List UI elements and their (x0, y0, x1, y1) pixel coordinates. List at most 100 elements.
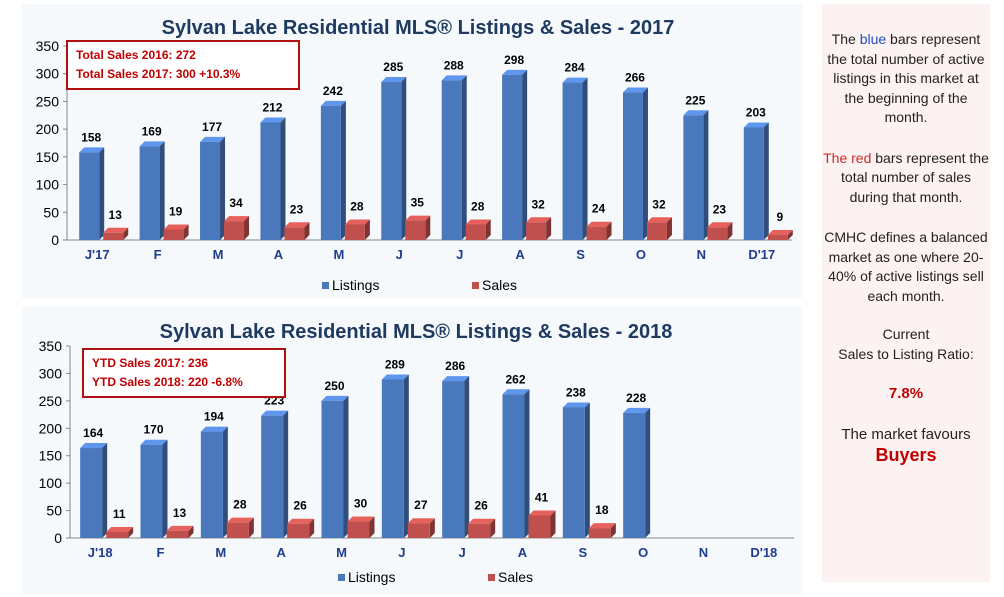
legend-label-sales: Sales (498, 569, 533, 585)
bar-front (623, 412, 646, 538)
text: The (831, 31, 860, 47)
sales-value-label: 30 (354, 497, 368, 511)
bar-front (767, 235, 788, 240)
sales-value-label: 9 (776, 210, 783, 224)
x-tick-label: D'17 (748, 247, 775, 262)
x-tick-label: A (518, 545, 528, 560)
bar-side (584, 402, 590, 538)
bar-side (283, 410, 289, 538)
sales-value-label: 13 (173, 506, 187, 520)
legend-swatch-listings (322, 282, 329, 289)
chart-2017: Sylvan Lake Residential MLS® Listings & … (36, 17, 793, 293)
bar-side (102, 443, 108, 538)
listings-value-label: 212 (262, 100, 282, 114)
listings-value-label: 203 (746, 105, 766, 119)
x-tick-label: O (636, 247, 646, 262)
bar-top (321, 395, 349, 401)
bar-front (139, 146, 160, 240)
bar-top (528, 510, 556, 516)
sales-value-label: 28 (233, 498, 247, 512)
sales-bar (646, 217, 672, 240)
bar-front (407, 523, 430, 538)
bar-side (461, 75, 467, 240)
bar-front (588, 528, 611, 538)
sales-value-label: 19 (169, 204, 183, 218)
bar-front (586, 226, 607, 240)
bar-top (502, 69, 528, 75)
sales-value-label: 23 (290, 202, 304, 216)
x-tick-label: S (576, 247, 585, 262)
listings-value-label: 164 (83, 426, 103, 440)
sales-value-label: 13 (109, 208, 123, 222)
bar-side (490, 518, 496, 538)
sales-bar (226, 517, 254, 538)
market-favours-value: Buyers (875, 444, 937, 465)
y-tick-label: 350 (36, 38, 60, 54)
x-tick-label: N (697, 247, 706, 262)
bar-top (287, 518, 315, 524)
x-tick-label: F (157, 545, 165, 560)
legend-label-sales: Sales (482, 277, 517, 293)
explanation-sidebar: The blue bars represent the total number… (822, 4, 990, 582)
bar-top (622, 87, 648, 93)
listings-value-label: 266 (625, 71, 645, 85)
bar-top (442, 376, 470, 382)
bar-side (128, 526, 134, 538)
bar-front (683, 115, 704, 240)
y-tick-label: 300 (39, 365, 63, 381)
legend: Listings Sales (338, 569, 533, 585)
bar-front (707, 227, 728, 240)
listings-bar (562, 402, 590, 538)
sales-value-label: 35 (411, 196, 425, 210)
legend-swatch-sales (472, 282, 479, 289)
bar-top (468, 518, 496, 524)
bar-front (405, 220, 426, 240)
listings-value-label: 298 (504, 53, 524, 67)
listings-value-label: 158 (81, 130, 101, 144)
bar-top (200, 136, 226, 142)
bar-side (546, 217, 552, 240)
y-tick-label: 150 (36, 149, 60, 165)
listings-bar (320, 100, 346, 240)
listings-bar (381, 374, 409, 538)
bar-top (562, 402, 590, 408)
x-tick-label: A (274, 247, 284, 262)
y-tick-label: 200 (39, 420, 63, 436)
bar-side (159, 141, 165, 240)
listings-value-label: 284 (565, 61, 585, 75)
bar-front (344, 224, 365, 240)
bar-front (528, 515, 551, 538)
sales-bar (588, 523, 616, 538)
bar-top (405, 215, 431, 221)
y-tick-label: 200 (36, 121, 60, 137)
bar-front (163, 229, 184, 240)
bar-side (403, 374, 409, 538)
sales-value-label: 32 (531, 197, 545, 211)
x-tick-label: M (213, 247, 224, 262)
bar-top (767, 230, 793, 236)
bar-side (606, 221, 612, 240)
y-tick-label: 250 (39, 393, 63, 409)
bar-top (347, 516, 375, 522)
sales-value-label: 28 (471, 199, 485, 213)
bar-side (222, 426, 228, 538)
bar-side (727, 222, 733, 240)
bar-front (166, 530, 189, 538)
bar-side (610, 523, 616, 538)
y-tick-label: 250 (36, 93, 60, 109)
listings-value-label: 285 (383, 60, 403, 74)
sales-bar (103, 227, 129, 240)
market-favours-text: The market favours (841, 425, 971, 443)
bar-front (468, 523, 491, 538)
bar-top (284, 222, 310, 228)
bar-side (304, 222, 310, 240)
bar-front (381, 379, 404, 538)
listings-bar (562, 77, 588, 240)
bar-top (320, 100, 346, 106)
summary-line-2: YTD Sales 2018: 220 -6.8% (92, 375, 243, 389)
x-tick-label: O (638, 545, 648, 560)
bar-side (248, 517, 254, 538)
x-tick-label: J (396, 247, 403, 262)
sales-value-label: 18 (595, 503, 609, 517)
y-tick-label: 100 (36, 177, 60, 193)
